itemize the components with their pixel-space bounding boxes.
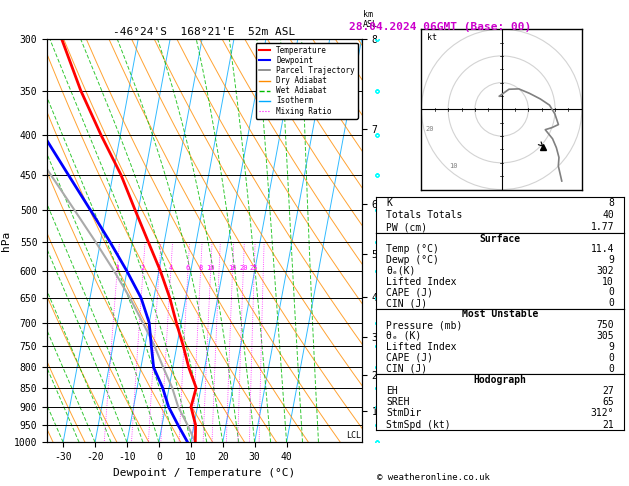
Text: CAPE (J): CAPE (J) [386, 287, 433, 297]
Text: 9: 9 [608, 342, 614, 352]
Text: 65: 65 [603, 397, 614, 407]
Text: K: K [386, 198, 392, 208]
Y-axis label: hPa: hPa [1, 230, 11, 251]
Text: 302: 302 [596, 266, 614, 276]
Text: 1.77: 1.77 [591, 222, 614, 232]
Text: 20: 20 [425, 126, 434, 132]
Title: -46°24'S  168°21'E  52m ASL: -46°24'S 168°21'E 52m ASL [113, 27, 296, 37]
Text: 25: 25 [250, 265, 259, 271]
Text: Surface: Surface [479, 234, 521, 243]
Text: Dewp (°C): Dewp (°C) [386, 255, 439, 265]
Text: 0: 0 [608, 353, 614, 363]
Text: 21: 21 [603, 419, 614, 430]
Text: 3: 3 [157, 265, 161, 271]
Text: θₑ(K): θₑ(K) [386, 266, 415, 276]
Text: CAPE (J): CAPE (J) [386, 353, 433, 363]
Text: 0: 0 [608, 287, 614, 297]
Text: 40: 40 [603, 210, 614, 220]
Text: Temp (°C): Temp (°C) [386, 244, 439, 255]
Text: kt: kt [427, 33, 437, 42]
Text: 312°: 312° [591, 408, 614, 418]
Text: 9: 9 [608, 255, 614, 265]
Text: 4: 4 [169, 265, 173, 271]
Text: Most Unstable: Most Unstable [462, 309, 538, 319]
Text: StmDir: StmDir [386, 408, 421, 418]
Text: 0: 0 [608, 298, 614, 308]
Text: 10: 10 [206, 265, 215, 271]
Text: © weatheronline.co.uk: © weatheronline.co.uk [377, 473, 490, 482]
Text: Hodograph: Hodograph [474, 375, 526, 385]
Text: Totals Totals: Totals Totals [386, 210, 462, 220]
Text: 8: 8 [608, 198, 614, 208]
Text: θₑ (K): θₑ (K) [386, 331, 421, 341]
Text: StmSpd (kt): StmSpd (kt) [386, 419, 451, 430]
Text: EH: EH [386, 386, 398, 396]
Text: Lifted Index: Lifted Index [386, 342, 457, 352]
Text: Pressure (mb): Pressure (mb) [386, 320, 462, 330]
Text: 10: 10 [449, 163, 458, 169]
Text: 0: 0 [608, 364, 614, 374]
Text: 750: 750 [596, 320, 614, 330]
Text: 20: 20 [239, 265, 247, 271]
Text: km
ASL: km ASL [363, 10, 378, 29]
Text: CIN (J): CIN (J) [386, 298, 427, 308]
Text: 28.04.2024 06GMT (Base: 00): 28.04.2024 06GMT (Base: 00) [349, 22, 532, 32]
X-axis label: Dewpoint / Temperature (°C): Dewpoint / Temperature (°C) [113, 468, 296, 478]
Text: LCL: LCL [346, 431, 360, 440]
Text: 16: 16 [228, 265, 237, 271]
Text: SREH: SREH [386, 397, 409, 407]
Text: 27: 27 [603, 386, 614, 396]
Text: 2: 2 [141, 265, 145, 271]
Text: 1: 1 [115, 265, 120, 271]
Text: 305: 305 [596, 331, 614, 341]
Text: PW (cm): PW (cm) [386, 222, 427, 232]
Text: 6: 6 [186, 265, 190, 271]
Text: Lifted Index: Lifted Index [386, 277, 457, 287]
Text: CIN (J): CIN (J) [386, 364, 427, 374]
Legend: Temperature, Dewpoint, Parcel Trajectory, Dry Adiabat, Wet Adiabat, Isotherm, Mi: Temperature, Dewpoint, Parcel Trajectory… [255, 43, 358, 119]
Text: 8: 8 [199, 265, 203, 271]
Text: 11.4: 11.4 [591, 244, 614, 255]
Text: 10: 10 [603, 277, 614, 287]
